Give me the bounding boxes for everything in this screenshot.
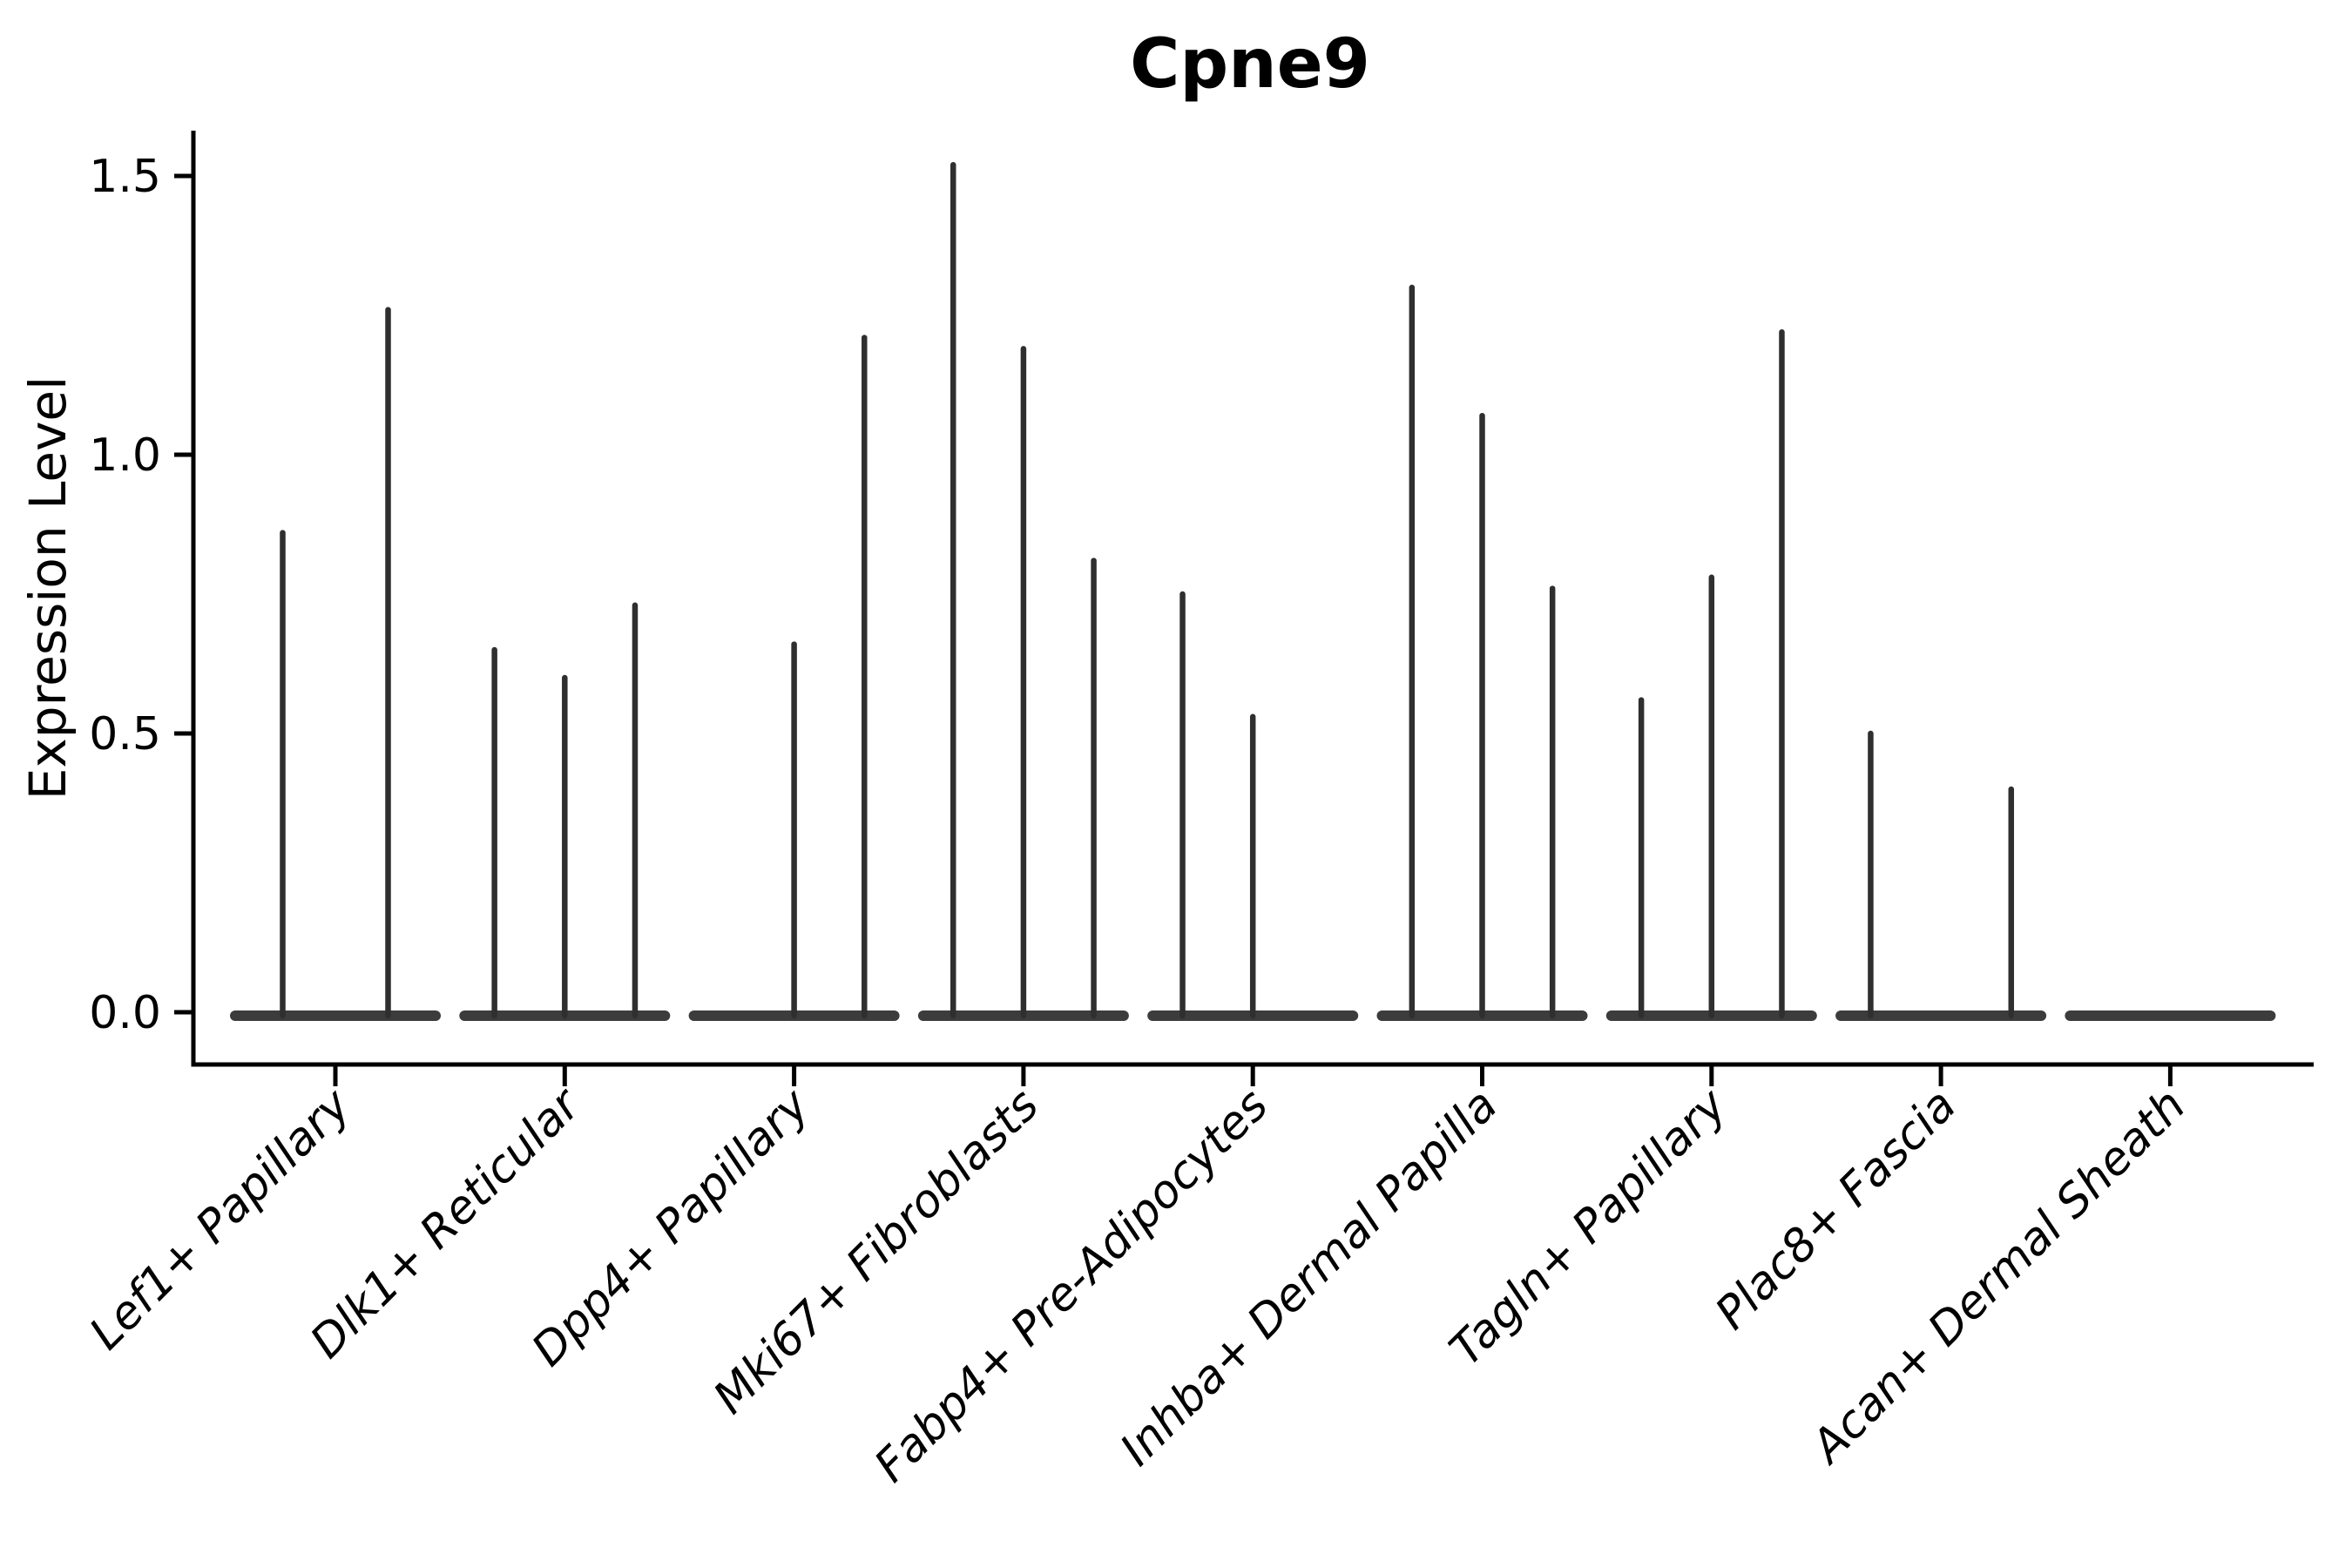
chart-title: Cpne9 <box>1130 25 1370 104</box>
y-tick-label: 0.5 <box>89 708 161 760</box>
x-tick-label: Acan+ Dermal Sheath <box>1801 1079 2196 1475</box>
x-tick-label: Inhba+ Dermal Papilla <box>1111 1079 1508 1477</box>
y-tick-label: 1.5 <box>89 151 161 203</box>
y-tick-label: 0.0 <box>89 987 161 1039</box>
x-tick-label: Fabp4+ Pre-Adipocytes <box>865 1079 1279 1493</box>
x-tick-label: Plac8+ Fascia <box>1706 1079 1966 1340</box>
y-axis-label: Expression Level <box>18 376 78 800</box>
violin-layer <box>230 161 2276 1021</box>
y-tick-label: 1.0 <box>89 429 161 482</box>
violin-base <box>2065 1010 2276 1021</box>
violin-base <box>230 1010 441 1021</box>
violin-base <box>1835 1010 2047 1021</box>
